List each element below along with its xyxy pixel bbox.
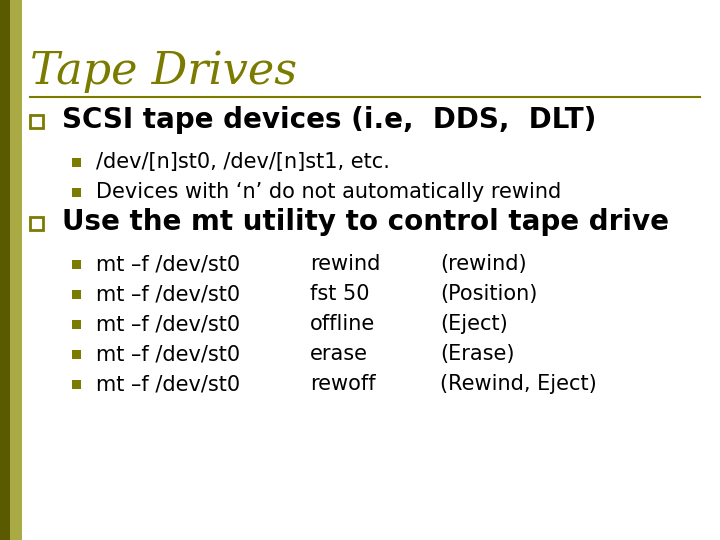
Bar: [30, 115, 43, 128]
Bar: [72, 188, 81, 197]
Bar: [72, 320, 81, 329]
Text: (Position): (Position): [440, 284, 537, 304]
Text: fst 50: fst 50: [310, 284, 369, 304]
Text: (rewind): (rewind): [440, 254, 526, 274]
Bar: [10, 0, 22, 540]
Text: mt –f /dev/st0: mt –f /dev/st0: [96, 344, 240, 364]
Bar: [0, 0, 10, 540]
Text: mt –f /dev/st0: mt –f /dev/st0: [96, 284, 240, 304]
Bar: [72, 260, 81, 269]
Text: mt –f /dev/st0: mt –f /dev/st0: [96, 374, 240, 394]
Text: Tape Drives: Tape Drives: [30, 50, 297, 93]
Text: rewoff: rewoff: [310, 374, 376, 394]
Text: SCSI tape devices (i.e,  DDS,  DLT): SCSI tape devices (i.e, DDS, DLT): [62, 106, 596, 134]
Text: erase: erase: [310, 344, 368, 364]
Text: Devices with ‘n’ do not automatically rewind: Devices with ‘n’ do not automatically re…: [96, 182, 562, 202]
Bar: [72, 380, 81, 389]
Bar: [30, 217, 43, 230]
Text: mt –f /dev/st0: mt –f /dev/st0: [96, 314, 240, 334]
Bar: [72, 158, 81, 167]
Text: offline: offline: [310, 314, 375, 334]
Text: (Eject): (Eject): [440, 314, 508, 334]
Text: Use the mt utility to control tape drive: Use the mt utility to control tape drive: [62, 208, 669, 236]
Text: (Rewind, Eject): (Rewind, Eject): [440, 374, 597, 394]
Text: rewind: rewind: [310, 254, 380, 274]
Bar: [72, 290, 81, 299]
Text: mt –f /dev/st0: mt –f /dev/st0: [96, 254, 240, 274]
Text: (Erase): (Erase): [440, 344, 515, 364]
Text: /dev/[n]st0, /dev/[n]st1, etc.: /dev/[n]st0, /dev/[n]st1, etc.: [96, 152, 390, 172]
Bar: [72, 350, 81, 359]
